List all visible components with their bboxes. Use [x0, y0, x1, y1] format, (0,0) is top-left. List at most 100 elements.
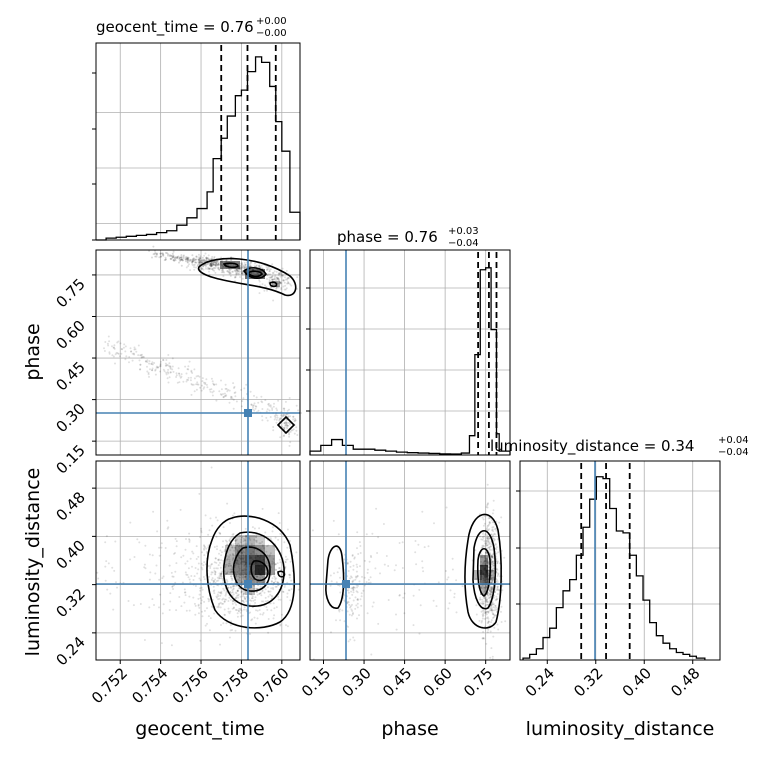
sample-point: [289, 283, 292, 286]
sample-point: [277, 285, 280, 288]
sample-point: [162, 603, 165, 606]
sample-point: [421, 566, 424, 569]
sample-point: [273, 270, 276, 273]
sample-point: [490, 605, 493, 607]
sample-point: [490, 570, 493, 573]
sample-point: [482, 637, 485, 639]
sample-point: [185, 573, 188, 576]
sample-point: [495, 529, 498, 532]
sample-point: [282, 426, 285, 429]
sample-point: [401, 567, 404, 569]
sample-point: [273, 418, 276, 421]
sample-point: [495, 589, 498, 591]
sample-point: [234, 608, 237, 611]
sample-point: [269, 537, 272, 540]
sample-point: [486, 483, 489, 486]
sample-point: [485, 599, 488, 602]
sample-point: [251, 597, 254, 600]
sample-point: [243, 606, 246, 609]
sample-point: [492, 609, 495, 612]
sample-point: [171, 357, 174, 360]
sample-point: [487, 502, 489, 505]
sample-point: [269, 602, 272, 605]
sample-point: [272, 545, 275, 548]
sample-point: [241, 536, 243, 539]
sample-point: [275, 276, 278, 279]
sample-point: [281, 267, 284, 270]
sample-point: [208, 388, 211, 391]
sample-point: [495, 578, 498, 581]
sample-point: [485, 600, 487, 603]
sample-point: [260, 400, 263, 403]
sample-point: [343, 599, 346, 602]
sample-point: [483, 590, 486, 593]
sample-point: [288, 444, 291, 447]
sample-point: [481, 587, 484, 590]
x-tick-label: 0.15: [298, 664, 334, 700]
sample-point: [139, 354, 142, 357]
sample-point: [237, 575, 240, 578]
sample-point: [489, 656, 492, 659]
sample-point: [350, 590, 353, 593]
sample-point: [352, 591, 355, 594]
sample-point: [491, 601, 494, 604]
sample-point: [217, 591, 220, 594]
sample-point: [423, 546, 426, 549]
sample-point: [347, 589, 350, 592]
x-axis-label-luminosity-distance: luminosity_distance: [526, 718, 715, 740]
y-tick-label: 0.45: [52, 358, 88, 394]
sample-point: [482, 614, 485, 617]
sample-point: [492, 564, 495, 567]
sample-point: [486, 594, 489, 597]
sample-point: [218, 575, 221, 578]
sample-point: [214, 557, 217, 560]
sample-point: [486, 504, 489, 507]
sample-point: [213, 269, 216, 272]
sample-point: [209, 517, 212, 520]
sample-point: [216, 519, 219, 522]
sample-point: [346, 562, 349, 565]
sample-point: [286, 282, 289, 285]
sample-point: [237, 272, 240, 275]
sample-point: [152, 253, 155, 256]
sample-point: [243, 575, 246, 578]
sample-point: [242, 397, 245, 400]
sample-point: [490, 579, 493, 582]
sample-point: [490, 554, 492, 557]
sample-point: [412, 594, 415, 597]
sample-point: [367, 578, 370, 581]
sample-point: [488, 543, 490, 546]
sample-point: [238, 544, 241, 546]
sample-point: [267, 544, 270, 547]
sample-point: [283, 426, 286, 429]
sample-point: [209, 263, 212, 266]
sample-point: [489, 589, 492, 592]
sample-point: [104, 565, 107, 568]
sample-point: [352, 586, 355, 589]
density-cell: [245, 585, 255, 595]
sample-point: [204, 383, 207, 386]
sample-point: [240, 405, 243, 408]
sample-point: [188, 259, 191, 261]
sample-point: [200, 529, 203, 532]
sample-point: [215, 580, 218, 582]
sample-point: [278, 567, 280, 570]
sample-point: [482, 602, 485, 605]
sample-point: [139, 363, 142, 366]
sample-point: [260, 600, 263, 603]
sample-point: [492, 562, 495, 565]
sample-point: [500, 610, 502, 613]
sample-point: [218, 268, 221, 271]
sample-point: [180, 256, 183, 259]
sample-point: [363, 576, 366, 579]
sample-point: [485, 551, 488, 554]
sample-point: [251, 404, 254, 407]
sample-point: [349, 638, 352, 641]
sample-point: [286, 546, 289, 549]
sample-point: [254, 601, 257, 604]
sample-point: [271, 409, 274, 411]
sample-point: [494, 604, 497, 607]
sample-point: [271, 595, 274, 598]
sample-point: [264, 588, 267, 591]
sample-point: [166, 377, 169, 380]
